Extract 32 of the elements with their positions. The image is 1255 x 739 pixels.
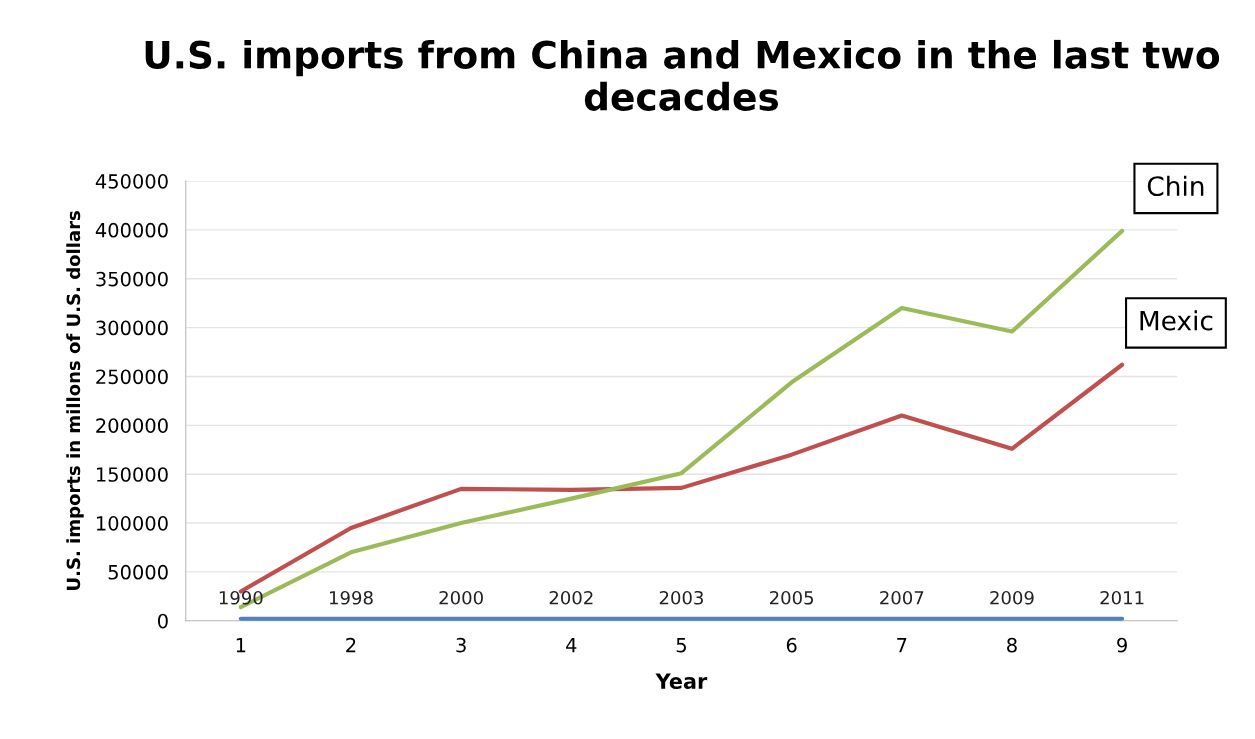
data-label: 2005 — [769, 590, 814, 605]
data-label: 1998 — [329, 590, 373, 605]
y-tick-label: 450000 — [95, 174, 168, 189]
y-tick-label: 400000 — [95, 222, 168, 238]
data-label: 2003 — [659, 590, 703, 605]
x-tick-label: 5 — [676, 638, 686, 653]
y-tick-label: 150000 — [96, 467, 168, 482]
y-tick-label: 200000 — [96, 418, 168, 433]
x-tick-label: 2 — [346, 637, 356, 653]
y-tick-label: 50000 — [108, 564, 168, 580]
data-label: 2000 — [439, 590, 483, 605]
data-label: 2009 — [990, 590, 1034, 605]
annotation: Mexic — [1140, 310, 1213, 331]
x-axis-title: Year — [655, 673, 708, 690]
annotation: Chin — [1147, 175, 1204, 197]
x-tick-label: 3 — [456, 637, 466, 653]
data-label: 2007 — [880, 590, 924, 605]
y-tick-label: 100000 — [96, 516, 168, 531]
x-tick-label: 8 — [1007, 637, 1017, 653]
y-tick-label: 300000 — [96, 320, 168, 336]
x-tick-label: 7 — [897, 638, 907, 653]
chart-title: U.S. imports from China and Mexico in the last two decacdes — [145, 39, 1220, 111]
x-tick-label: 4 — [566, 638, 577, 653]
data-label: 2002 — [549, 590, 593, 605]
x-tick-label: 6 — [786, 637, 797, 653]
y-tick-label: 0 — [157, 613, 168, 629]
y-tick-label: 350000 — [96, 271, 168, 287]
x-tick-label: 1 — [236, 638, 246, 653]
data-label: 2011 — [1100, 590, 1144, 605]
y-tick-label: 250000 — [96, 369, 168, 385]
x-tick-label: 9 — [1117, 637, 1127, 653]
y-axis-title: U.S. imports in millons of U.S. dollars — [66, 211, 84, 590]
